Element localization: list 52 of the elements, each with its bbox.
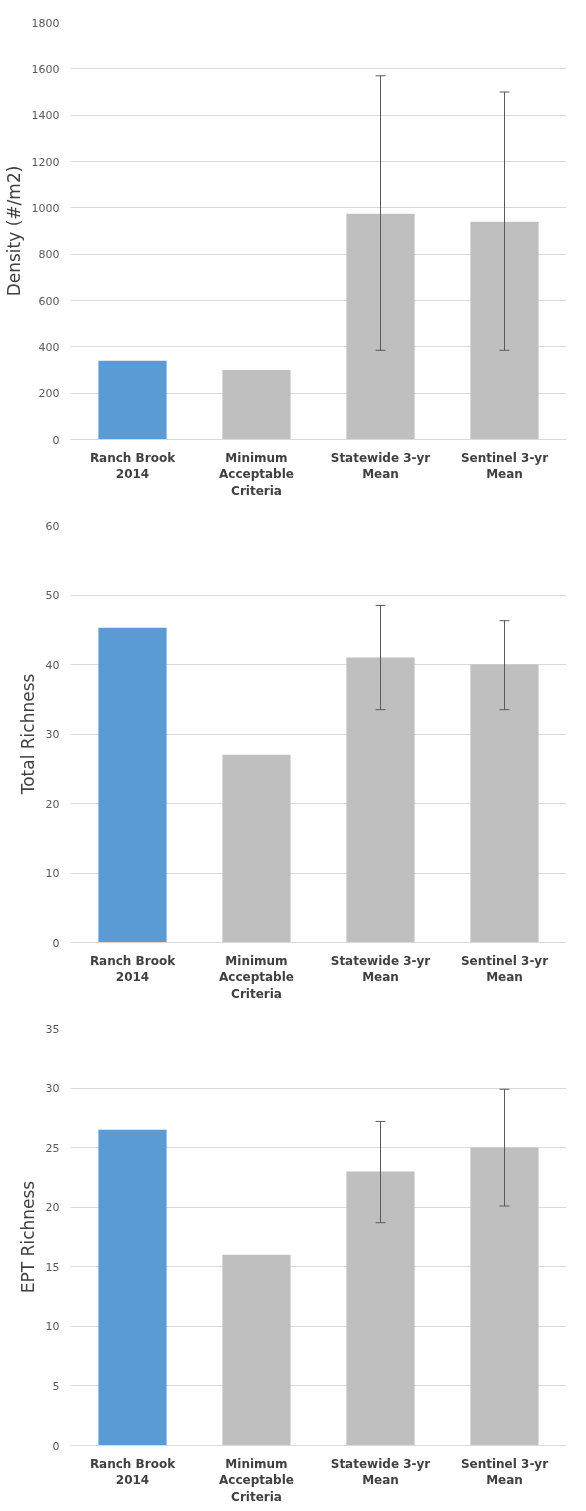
bar	[222, 754, 291, 943]
y-tick-label: 25	[45, 1141, 60, 1155]
y-tick-label: 1600	[31, 62, 60, 76]
y-tick-label: 30	[45, 728, 60, 741]
y-tick-label: 0	[52, 433, 60, 447]
y-axis-title: Density (#/m2)	[3, 165, 24, 297]
x-tick-label: Minimum Acceptable Criteria	[219, 450, 294, 499]
y-tick-label: 15	[45, 1260, 60, 1274]
x-tick-label: Statewide 3-yr Mean	[330, 450, 431, 482]
y-tick-label: 40	[45, 658, 60, 672]
y-tick-label: 20	[45, 797, 60, 811]
y-tick-label: 0	[52, 936, 60, 950]
x-tick-label: Ranch Brook 2014	[89, 450, 177, 482]
y-tick-label: 30	[45, 1082, 60, 1096]
x-tick-label: Ranch Brook 2014	[89, 1456, 177, 1488]
y-tick-label: 20	[45, 1201, 60, 1215]
bar	[470, 1147, 539, 1446]
y-tick-label: 10	[45, 1320, 60, 1334]
bar	[470, 221, 539, 440]
y-tick-label: 1800	[31, 16, 60, 30]
bar	[98, 1129, 167, 1446]
y-tick-label: 10	[45, 867, 60, 880]
y-tick-label: 800	[38, 248, 60, 262]
bar	[470, 664, 539, 943]
y-tick-label: 1000	[31, 201, 60, 215]
x-tick-label: Sentinel 3-yr Mean	[460, 450, 549, 482]
y-tick-label: 1400	[31, 109, 60, 123]
x-tick-label: Statewide 3-yr Mean	[330, 953, 431, 985]
bar	[346, 657, 415, 943]
x-tick-label: Minimum Acceptable Criteria	[219, 953, 294, 1002]
y-tick-label: 5	[52, 1379, 60, 1393]
x-tick-label: Minimum Acceptable Criteria	[219, 1456, 294, 1505]
bar	[222, 370, 291, 440]
bar	[346, 1171, 415, 1446]
bar	[346, 213, 415, 440]
bar	[222, 1254, 291, 1446]
y-tick-label: 0	[52, 1439, 60, 1453]
y-axis-title: EPT Richness	[17, 1180, 38, 1294]
y-tick-label: 50	[45, 589, 60, 602]
y-tick-label: 400	[38, 340, 60, 354]
y-tick-label: 600	[38, 294, 60, 308]
y-tick-label: 35	[45, 1022, 60, 1036]
bar	[98, 627, 167, 943]
x-tick-label: Statewide 3-yr Mean	[330, 1456, 431, 1488]
y-tick-label: 200	[38, 387, 60, 401]
y-axis-title: Total Richness	[17, 673, 38, 796]
x-tick-label: Sentinel 3-yr Mean	[460, 953, 549, 985]
y-tick-label: 1200	[31, 155, 60, 169]
bar	[98, 360, 167, 440]
y-tick-label: 60	[45, 519, 60, 533]
x-tick-label: Sentinel 3-yr Mean	[460, 1456, 549, 1488]
x-tick-label: Ranch Brook 2014	[89, 953, 177, 985]
